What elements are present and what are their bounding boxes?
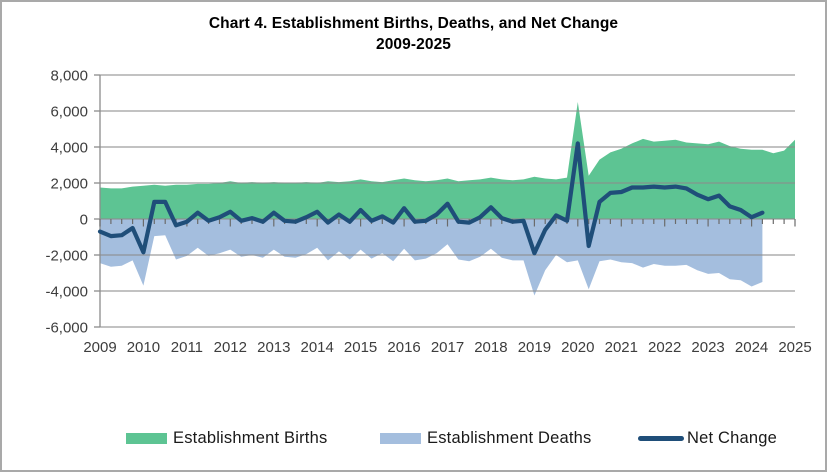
deaths-legend-label: Establishment Deaths bbox=[427, 428, 592, 447]
births-area-series bbox=[100, 102, 795, 219]
x-axis-label: 2011 bbox=[171, 339, 203, 356]
y-axis-label: -4,000 bbox=[45, 284, 88, 301]
legend-item-deaths: Establishment Deaths bbox=[380, 426, 592, 450]
net-change-line-series bbox=[97, 141, 765, 256]
y-axis-label: -6,000 bbox=[45, 320, 88, 337]
x-axis-label: 2024 bbox=[735, 339, 768, 356]
x-axis-label: 2023 bbox=[691, 339, 724, 356]
x-axis-label: 2020 bbox=[561, 339, 594, 356]
x-axis-label: 2009 bbox=[83, 339, 116, 356]
chart-title-line2: 2009-2025 bbox=[375, 36, 452, 53]
x-axis-label: 2016 bbox=[387, 339, 420, 356]
y-axis-label: 4,000 bbox=[50, 140, 88, 157]
births-legend-label: Establishment Births bbox=[173, 428, 328, 447]
x-axis-label: 2018 bbox=[474, 339, 507, 356]
x-axis-label: 2012 bbox=[214, 339, 247, 356]
chart-title-line1: Chart 4. Establishment Births, Deaths, a… bbox=[208, 15, 619, 32]
deaths-legend-swatch bbox=[380, 432, 421, 444]
x-axis-label: 2017 bbox=[431, 339, 464, 356]
births-legend-swatch bbox=[126, 432, 167, 444]
x-axis-label: 2025 bbox=[778, 339, 811, 356]
x-axis-label: 2019 bbox=[518, 339, 551, 356]
net-change-legend-label: Net Change bbox=[687, 428, 778, 447]
x-axis-label: 2010 bbox=[127, 339, 160, 356]
y-axis-label: 2,000 bbox=[50, 176, 88, 193]
x-axis-label: 2021 bbox=[605, 339, 638, 356]
x-axis-label: 2013 bbox=[257, 339, 290, 356]
y-axis-label: 0 bbox=[80, 212, 88, 229]
chart-plot-area: 8,000 6,000 4,000 2,000 0 -2,000 -4,000 -6,000 2… bbox=[45, 68, 811, 357]
x-axis-label: 2015 bbox=[344, 339, 377, 356]
deaths-area-series bbox=[100, 219, 763, 296]
chart-title: Chart 4. Establishment Births, Deaths, a… bbox=[0, 13, 827, 55]
x-axis-label: 2022 bbox=[648, 339, 681, 356]
net-change-legend-swatch bbox=[638, 435, 684, 441]
y-axis-label: 6,000 bbox=[50, 104, 88, 121]
x-axis-label: 2014 bbox=[301, 339, 334, 356]
y-axis-label: -2,000 bbox=[45, 248, 88, 265]
legend-item-births: Establishment Births bbox=[126, 426, 327, 450]
y-axis-label: 8,000 bbox=[50, 68, 88, 85]
legend-item-net-change: Net Change bbox=[638, 426, 777, 450]
